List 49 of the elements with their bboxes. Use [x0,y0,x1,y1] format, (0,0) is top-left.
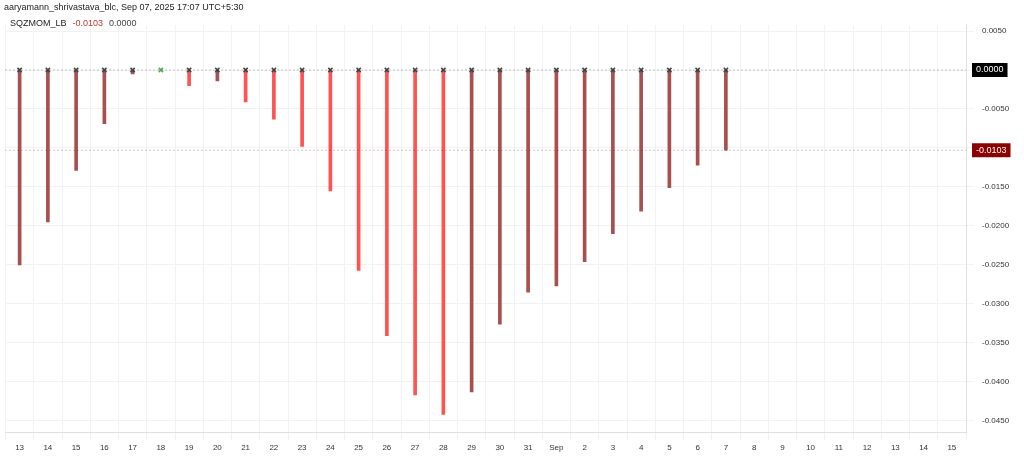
x-tick-label: 14 [919,443,929,453]
x-tick-label: 23 [297,443,308,453]
y-tick-label: -0.0050 [982,104,1010,114]
x-tick-label: 24 [325,443,336,453]
x-tick-label: 7 [723,443,729,453]
y-tick-label: 0.0050 [982,26,1008,36]
ref-line-label: 0.0000 [976,64,1004,75]
chart-subtitle: aaryamann_shrivastava_blc, Sep 07, 2025 17:07 UTC+5:30 [4,2,244,12]
x-tick-label: 4 [638,443,644,453]
x-tick-label: 29 [467,443,477,453]
y-tick-label: -0.0200 [982,221,1010,231]
x-tick-label: 15 [71,443,82,453]
x-tick-label: 9 [780,443,786,453]
x-tick-label: 13 [15,443,25,453]
x-tick-label: 3 [610,443,616,453]
x-tick-label: 19 [184,443,195,453]
x-tick-label: 8 [751,443,757,453]
x-tick-label: 27 [410,443,421,453]
x-tick-label: 25 [354,443,364,453]
y-tick-label: -0.0450 [982,415,1010,425]
chart-title: SQZMOM_LB [10,18,67,28]
annotation: -0.0103 [72,18,104,28]
x-tick-label: 14 [43,443,53,453]
x-tick-label: 10 [806,443,816,453]
x-tick-label: 16 [99,443,110,453]
x-tick-label: Sep [549,443,565,453]
x-tick-label: 6 [695,443,701,453]
x-tick-label: 21 [241,443,251,453]
x-tick-label: 22 [269,443,279,453]
y-tick-label: -0.0350 [982,337,1010,347]
x-tick-label: 31 [523,443,534,453]
ref-line-label: -0.0103 [976,144,1007,155]
x-tick-label: 11 [834,443,844,453]
x-tick-label: 2 [582,443,588,453]
x-tick-label: 13 [890,443,901,453]
x-tick-label: 5 [667,443,673,453]
y-tick-label: -0.0150 [982,182,1010,192]
y-tick-label: -0.0250 [982,260,1010,270]
x-tick-label: 18 [156,443,166,453]
x-tick-label: 15 [947,443,957,453]
y-tick-label: -0.0400 [982,376,1010,386]
x-tick-label: 12 [862,443,873,453]
x-tick-label: 28 [438,443,449,453]
x-tick-label: 20 [212,443,223,453]
x-tick-label: 30 [495,443,505,453]
y-tick-label: -0.0300 [982,299,1010,309]
x-tick-label: 26 [382,443,392,453]
x-tick-label: 17 [128,443,138,453]
annotation: 0.0000 [109,18,137,28]
